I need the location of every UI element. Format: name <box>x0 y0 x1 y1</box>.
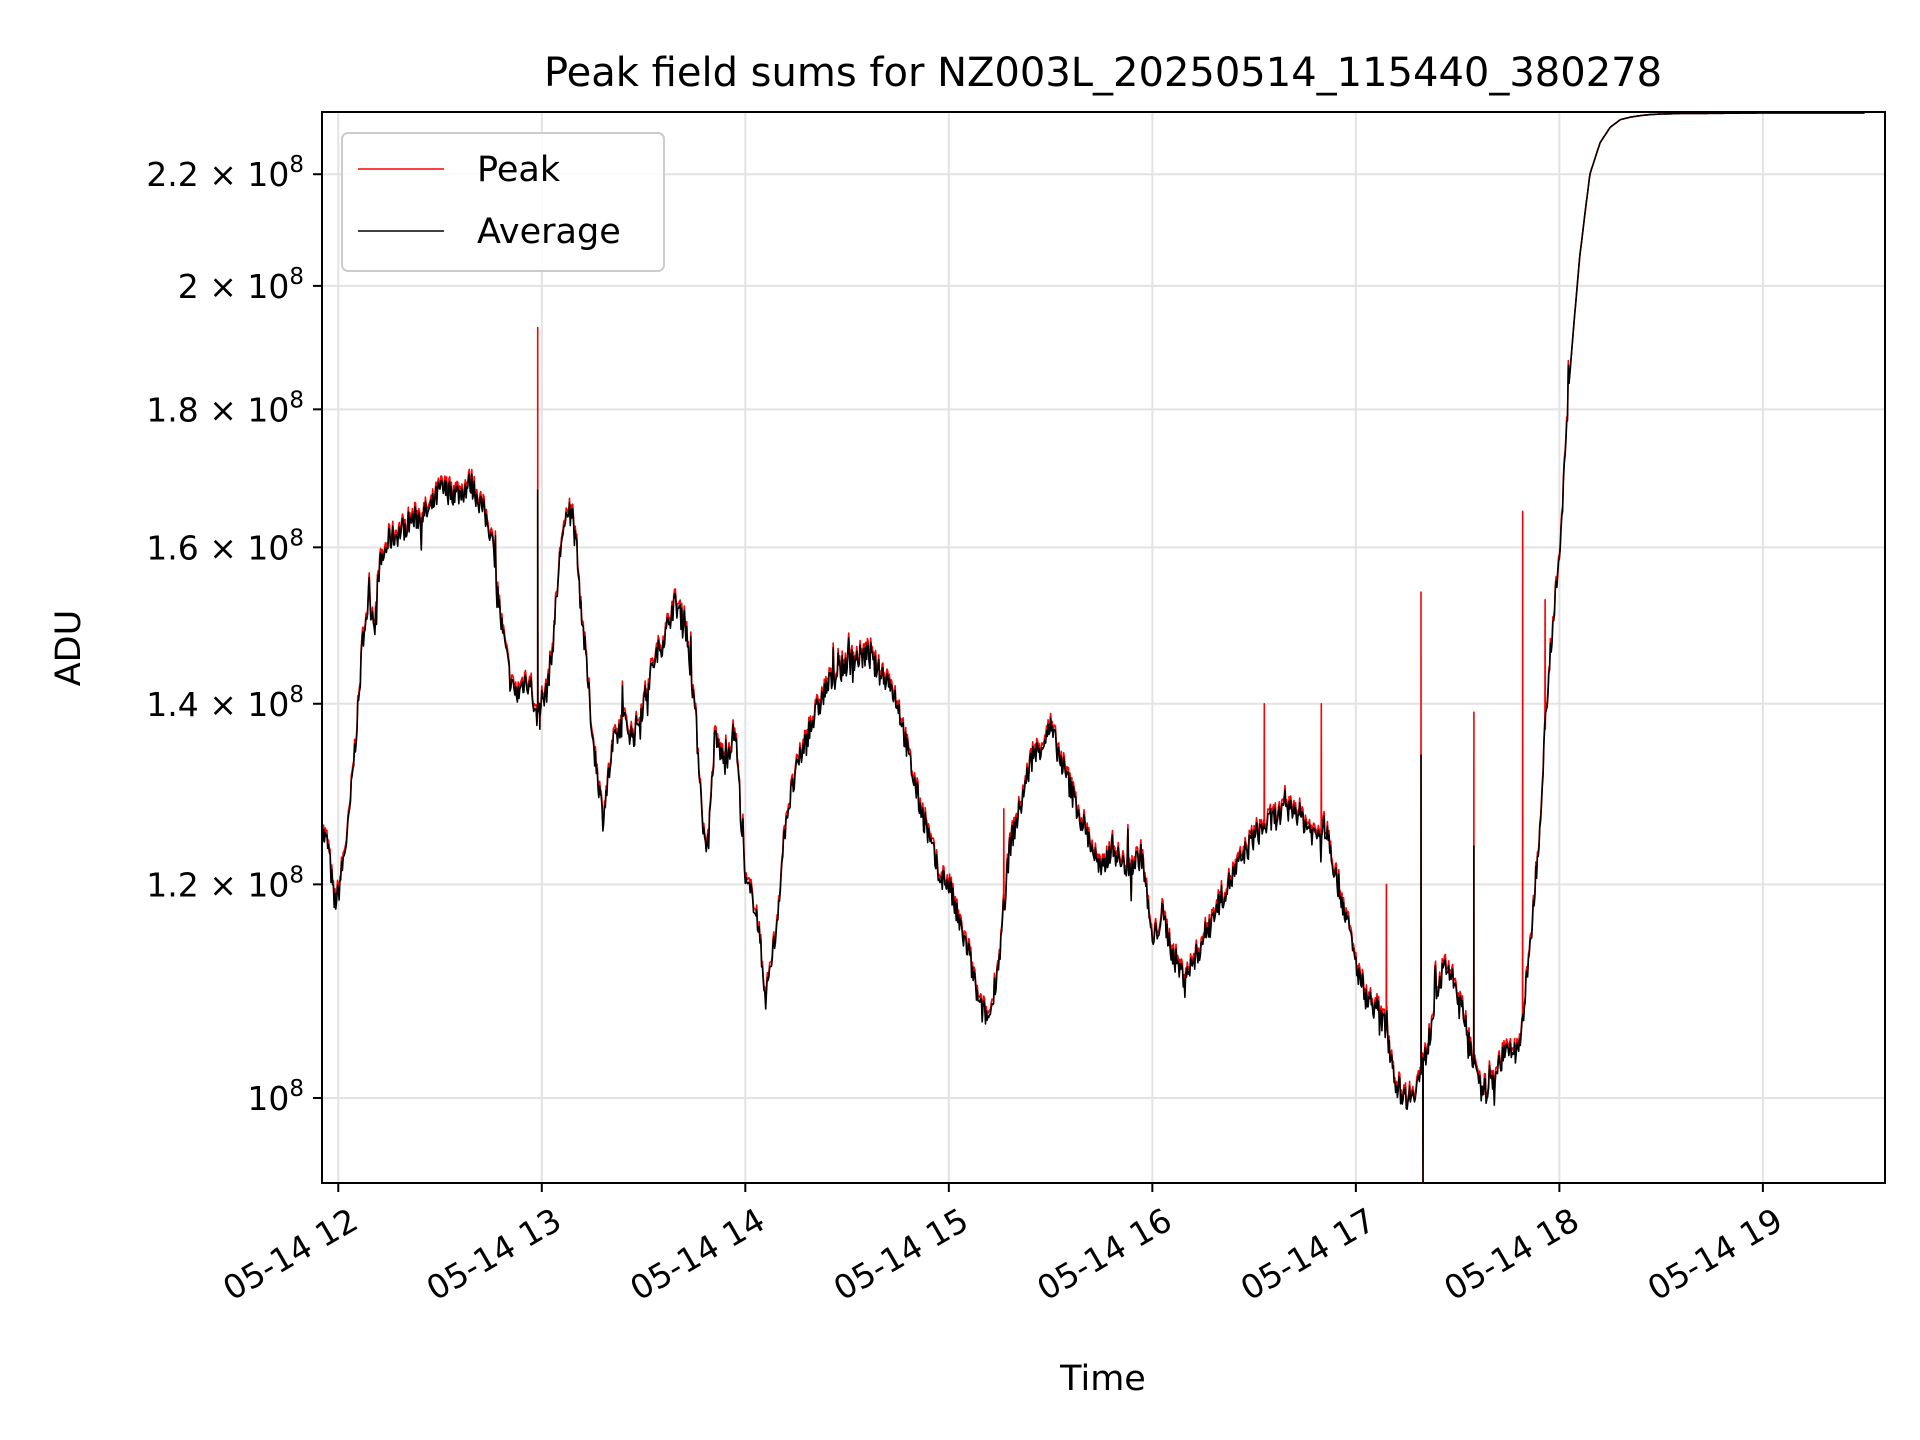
y-tick-label: 2.2 × 108 <box>146 152 304 194</box>
legend-label-average: Average <box>477 212 621 252</box>
plot-area <box>321 111 1886 1184</box>
y-tick-label: 1.6 × 108 <box>146 525 304 567</box>
series-line-average <box>322 112 1865 1183</box>
y-axis-label: ADU <box>49 610 89 687</box>
y-tick-label: 1.8 × 108 <box>146 387 304 429</box>
y-tick-label: 2 × 108 <box>178 264 304 306</box>
plot-background <box>322 112 1885 1183</box>
x-axis-label: Time <box>1059 1359 1146 1399</box>
y-tick-label: 1.4 × 108 <box>146 682 304 724</box>
y-tick-label: 1.2 × 108 <box>146 862 304 904</box>
grid-lines <box>322 112 1885 1183</box>
legend: Peak Average <box>341 132 665 272</box>
chart-title: Peak field sums for NZ003L_20250514_1154… <box>544 50 1662 96</box>
plot-frame <box>321 111 1886 1184</box>
series-layer <box>322 112 1865 1183</box>
legend-box <box>341 132 665 272</box>
legend-label-peak: Peak <box>477 150 561 190</box>
